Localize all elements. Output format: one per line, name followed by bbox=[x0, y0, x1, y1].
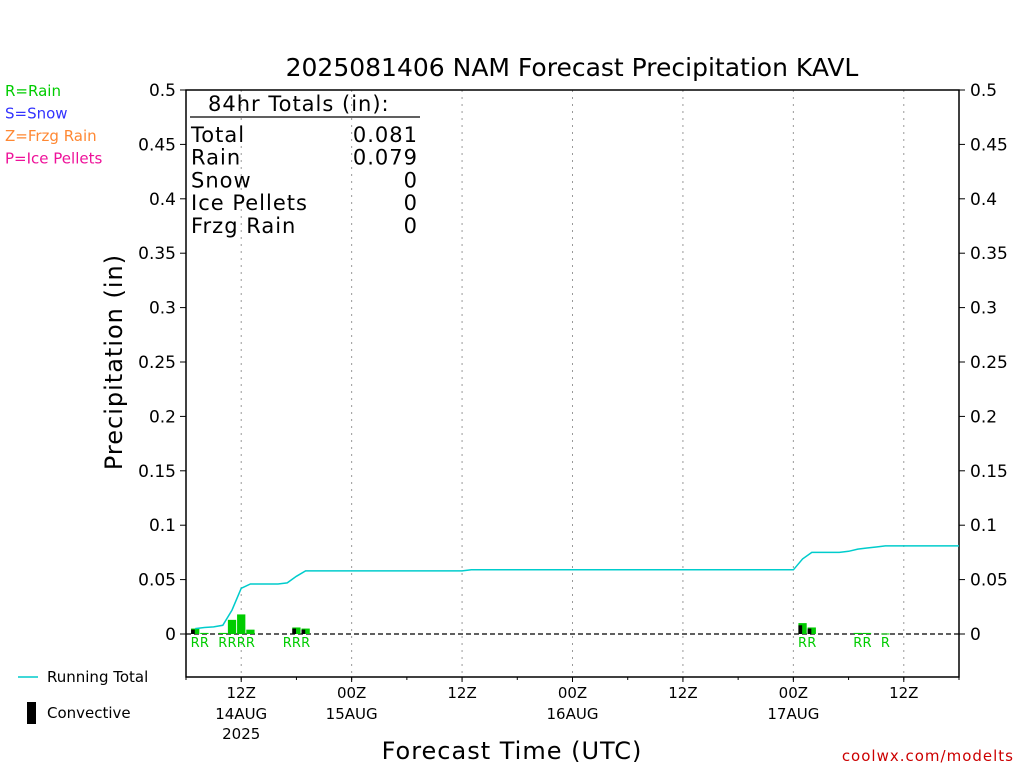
rain-bar bbox=[292, 627, 301, 634]
y-tick-label-left: 0.35 bbox=[138, 244, 176, 264]
y-axis-label: Precipitation (in) bbox=[100, 254, 128, 470]
y-tick-label-left: 0.3 bbox=[149, 299, 176, 319]
rain-bar bbox=[862, 632, 872, 634]
x-axis-ticks: 12Z 14AUG 2025 00Z 15AUG 12Z 00Z 16AUG 12Z 00Z 17A… bbox=[185, 677, 960, 743]
y-tick-label-left: 0.05 bbox=[138, 571, 176, 591]
ptype-marker: R bbox=[853, 636, 862, 651]
y-tick-label-left: 0.4 bbox=[149, 190, 176, 210]
x-axis-label: Forecast Time (UTC) bbox=[382, 737, 643, 765]
totals-row-value: 0.079 bbox=[353, 146, 418, 170]
totals-row-label: Ice Pellets bbox=[191, 191, 308, 215]
rain-bar bbox=[881, 633, 890, 635]
convective-bar bbox=[292, 628, 297, 634]
rain-bar bbox=[218, 632, 227, 634]
convective-bar bbox=[191, 629, 195, 634]
legend-bar-swatch bbox=[27, 702, 36, 724]
x-tick-label: 00Z bbox=[337, 684, 366, 702]
x-tick-label: 12Z bbox=[227, 684, 256, 702]
ptype-marker: R bbox=[191, 636, 200, 651]
ptype-marker: R bbox=[283, 636, 292, 651]
y-tick-label-right: 0.25 bbox=[970, 353, 1008, 373]
totals-row-value: 0 bbox=[404, 168, 418, 192]
y-tick-label-left: 0.5 bbox=[149, 81, 176, 101]
y-tick-label-left: 0.45 bbox=[138, 135, 176, 155]
ptype-marker: R bbox=[862, 636, 871, 651]
ptype-marker: R bbox=[292, 636, 301, 651]
y-tick-label-right: 0.2 bbox=[970, 407, 997, 427]
y-tick-label-right: 0.5 bbox=[970, 81, 997, 101]
ptype-marker: R bbox=[807, 636, 816, 651]
totals-box: 84hr Totals (in): Total 0.081 Rain 0.079 Sno… bbox=[190, 92, 420, 238]
y-tick-label-left: 0 bbox=[165, 625, 176, 645]
rain-bar bbox=[798, 623, 807, 634]
x-tick-label: 00Z bbox=[558, 684, 587, 702]
x-tick-label: 00Z bbox=[779, 684, 808, 702]
rain-bar bbox=[191, 628, 200, 634]
rain-bar bbox=[301, 628, 310, 634]
y-tick-label-left: 0.15 bbox=[138, 462, 176, 482]
legend-label: Convective bbox=[47, 704, 131, 722]
rain-bar bbox=[227, 619, 237, 634]
x-tick-date: 17AUG bbox=[767, 705, 819, 723]
y-tick-label-left: 0.25 bbox=[138, 353, 176, 373]
y-tick-label-left: 0.1 bbox=[149, 516, 176, 536]
precip-bars bbox=[191, 614, 890, 635]
chart-title: 2025081406 NAM Forecast Precipitation KA… bbox=[286, 53, 859, 82]
legend-label: Running Total bbox=[47, 668, 148, 686]
totals-row-label: Rain bbox=[191, 146, 241, 170]
x-tick-label: 12Z bbox=[447, 684, 476, 702]
y-axis-ticks: 0 00.05 0.050.1 0.10.15 0.150.2 0.20.25 0.250.… bbox=[138, 81, 1008, 645]
credit-text: coolwx.com/modelts bbox=[842, 747, 1014, 765]
y-tick-label-right: 0.15 bbox=[970, 462, 1008, 482]
rain-bar bbox=[853, 632, 862, 634]
ptype-marker: R bbox=[798, 636, 807, 651]
ptype-marker: R bbox=[227, 636, 236, 651]
totals-row-value: 0 bbox=[404, 214, 418, 238]
ptype-marker: R bbox=[301, 636, 310, 651]
ptype-legend-item: R=Rain bbox=[5, 82, 61, 100]
y-tick-label-left: 0.2 bbox=[149, 407, 176, 427]
y-tick-label-right: 0.45 bbox=[970, 135, 1008, 155]
y-tick-label-right: 0.4 bbox=[970, 190, 997, 210]
rain-bar bbox=[237, 614, 246, 634]
ptype-marker: R bbox=[218, 636, 227, 651]
y-tick-label-right: 0 bbox=[970, 625, 981, 645]
precip-type-legend: R=Rain S=Snow Z=Frzg Rain P=Ice Pellets bbox=[5, 82, 102, 168]
running-total-line bbox=[195, 545, 959, 630]
rain-bar bbox=[246, 629, 255, 634]
y-tick-label-right: 0.05 bbox=[970, 571, 1008, 591]
rain-bar bbox=[807, 627, 816, 634]
ptype-marker: R bbox=[881, 636, 890, 651]
convective-bar bbox=[807, 628, 812, 634]
x-tick-date: 15AUG bbox=[326, 705, 378, 723]
ptype-legend-item: P=Ice Pellets bbox=[5, 150, 102, 168]
y-tick-label-right: 0.3 bbox=[970, 299, 997, 319]
x-tick-label: 12Z bbox=[889, 684, 918, 702]
totals-heading: 84hr Totals (in): bbox=[208, 92, 390, 116]
ptype-marker: R bbox=[237, 636, 246, 651]
series-legend: Running Total Convective bbox=[18, 668, 148, 724]
totals-row-label: Snow bbox=[191, 168, 252, 192]
x-tick-year: 2025 bbox=[222, 725, 260, 743]
vertical-gridlines bbox=[240, 90, 905, 677]
x-tick-date: 14AUG bbox=[215, 705, 267, 723]
convective-bar bbox=[798, 625, 803, 634]
totals-row-label: Frzg Rain bbox=[191, 214, 296, 238]
convective-bar bbox=[301, 629, 306, 634]
ptype-marker: R bbox=[200, 636, 209, 651]
x-tick-date: 16AUG bbox=[547, 705, 599, 723]
ptype-legend-item: Z=Frzg Rain bbox=[5, 127, 97, 145]
x-tick-label: 12Z bbox=[668, 684, 697, 702]
totals-row-label: Total bbox=[190, 123, 245, 147]
totals-row-value: 0 bbox=[404, 191, 418, 215]
totals-row-value: 0.081 bbox=[353, 123, 418, 147]
rain-bar bbox=[200, 632, 209, 634]
ptype-legend-item: S=Snow bbox=[5, 105, 68, 123]
y-tick-label-right: 0.1 bbox=[970, 516, 997, 536]
y-tick-label-right: 0.35 bbox=[970, 244, 1008, 264]
ptype-marker: R bbox=[246, 636, 255, 651]
